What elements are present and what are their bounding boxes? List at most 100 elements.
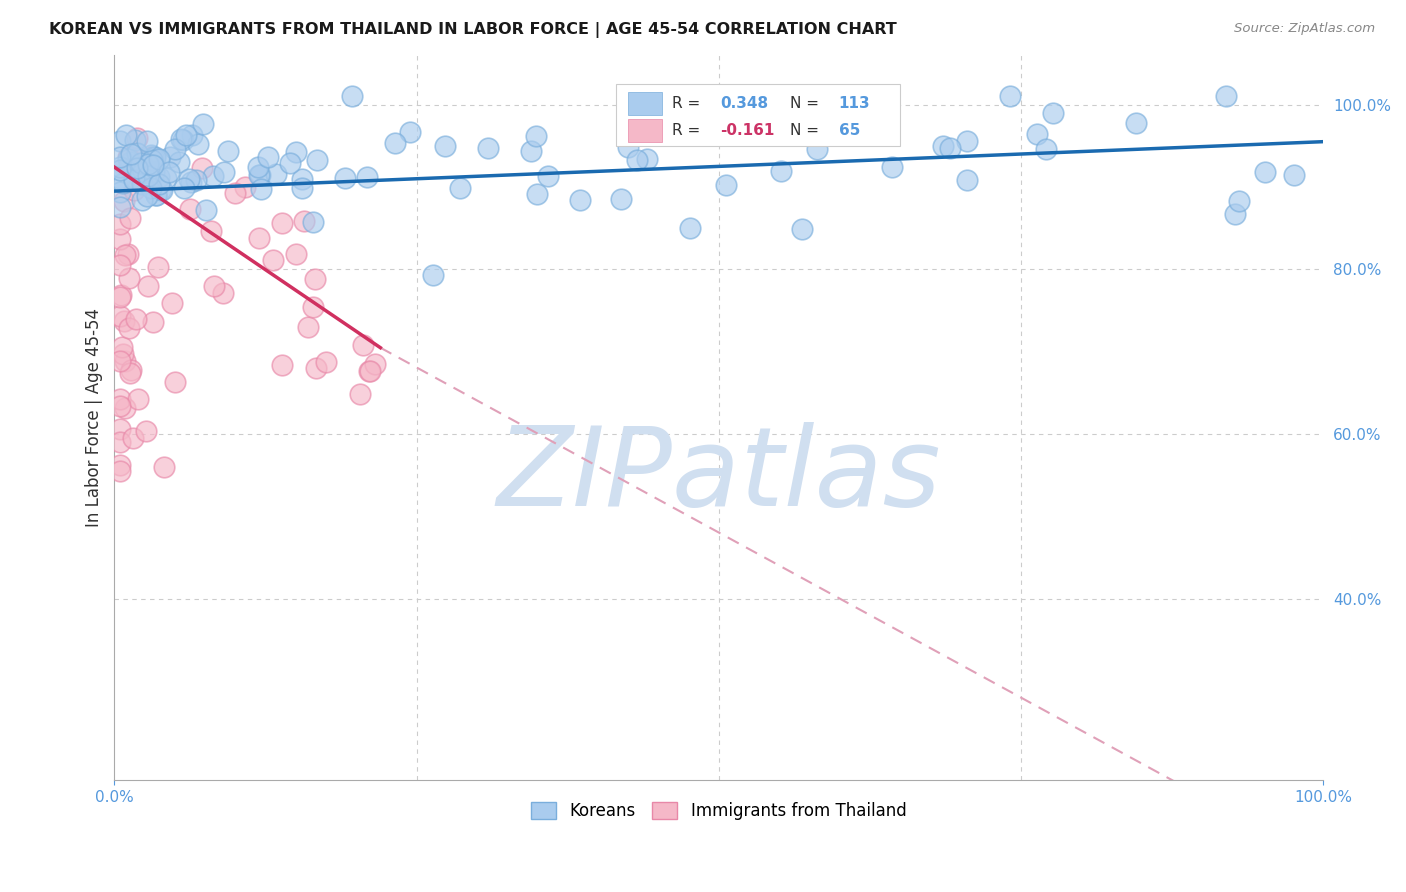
Point — [202, 279, 225, 293]
Point — [304, 272, 326, 286]
Point — [247, 168, 270, 182]
Point — [110, 354, 132, 368]
Point — [132, 161, 155, 176]
Point — [110, 340, 132, 354]
Point — [167, 155, 190, 169]
Point — [110, 200, 132, 214]
Text: N =: N = — [790, 123, 824, 138]
Point — [118, 366, 141, 380]
Point — [1042, 106, 1064, 120]
Point — [110, 160, 132, 174]
Point — [141, 150, 163, 164]
Point — [398, 125, 420, 139]
Point — [117, 150, 139, 164]
Point — [956, 134, 979, 148]
Point — [537, 169, 560, 183]
Point — [422, 268, 444, 282]
Point — [1223, 207, 1246, 221]
Point — [142, 158, 165, 172]
Point — [127, 131, 149, 145]
Point — [110, 163, 132, 178]
Point — [110, 258, 132, 272]
Point — [148, 169, 170, 184]
Point — [120, 147, 142, 161]
Point — [110, 458, 132, 472]
Point — [117, 321, 139, 335]
Point — [110, 310, 132, 324]
Text: R =: R = — [672, 96, 704, 112]
Point — [142, 315, 165, 329]
Point — [132, 165, 155, 179]
Point — [200, 224, 222, 238]
Point — [956, 173, 979, 187]
Point — [110, 185, 132, 199]
Point — [165, 142, 187, 156]
Point — [526, 186, 548, 201]
Point — [284, 246, 307, 260]
Point — [143, 150, 166, 164]
Text: 113: 113 — [838, 96, 870, 112]
Text: N =: N = — [790, 96, 824, 112]
Point — [135, 189, 157, 203]
Point — [998, 89, 1021, 103]
Point — [278, 156, 301, 170]
Point — [1254, 164, 1277, 178]
Point — [134, 424, 156, 438]
Point — [333, 171, 356, 186]
Point — [129, 156, 152, 170]
Point — [131, 163, 153, 178]
Point — [191, 161, 214, 175]
Point — [679, 220, 702, 235]
Point — [110, 423, 132, 437]
Point — [291, 180, 314, 194]
Point — [292, 214, 315, 228]
Point — [179, 202, 201, 216]
Point — [271, 216, 294, 230]
Point — [880, 160, 903, 174]
Point — [301, 300, 323, 314]
Point — [153, 460, 176, 475]
Point — [524, 128, 547, 143]
Point — [131, 178, 153, 192]
Point — [250, 182, 273, 196]
Point — [356, 169, 378, 184]
Point — [127, 145, 149, 160]
Point — [1227, 194, 1250, 208]
Point — [115, 128, 138, 142]
Point — [110, 134, 132, 148]
Point — [449, 181, 471, 195]
Point — [305, 360, 328, 375]
Point — [315, 355, 337, 369]
Point — [173, 181, 195, 195]
Point — [146, 260, 169, 274]
Point — [110, 290, 132, 304]
Point — [931, 139, 953, 153]
Point — [127, 151, 149, 165]
Point — [806, 143, 828, 157]
Point — [122, 169, 145, 184]
Point — [1026, 127, 1049, 141]
Point — [136, 169, 159, 184]
Point — [112, 347, 135, 361]
Point — [291, 171, 314, 186]
Point — [610, 192, 633, 206]
Point — [180, 175, 202, 189]
Point — [352, 338, 374, 352]
Point — [110, 288, 132, 302]
Point — [152, 182, 174, 196]
Point — [114, 248, 136, 262]
Point — [112, 176, 135, 190]
Point — [114, 401, 136, 415]
Point — [135, 134, 157, 148]
Point — [212, 286, 235, 301]
Point — [297, 319, 319, 334]
Point — [640, 119, 662, 133]
Point — [138, 165, 160, 179]
Point — [118, 156, 141, 170]
Point — [194, 202, 217, 217]
FancyBboxPatch shape — [628, 119, 662, 142]
Point — [112, 194, 135, 209]
Point — [201, 169, 224, 184]
Text: -0.161: -0.161 — [720, 123, 775, 138]
FancyBboxPatch shape — [616, 84, 900, 145]
